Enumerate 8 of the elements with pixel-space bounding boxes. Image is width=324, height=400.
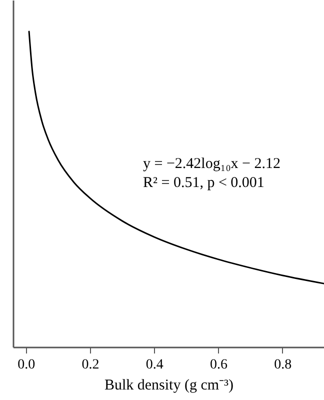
x-tick-label: 0.2 bbox=[82, 358, 100, 372]
x-axis-title: Bulk density (g cm⁻³) bbox=[104, 378, 234, 394]
x-tick-label: 0.0 bbox=[18, 358, 36, 372]
annotation: R² = 0.51, p < 0.001 bbox=[143, 175, 264, 191]
annotation: y = −2.42log₁₀x − 2.12 bbox=[143, 156, 281, 172]
x-tick-label: 0.4 bbox=[146, 358, 164, 372]
x-tick-label: 0.8 bbox=[274, 358, 292, 372]
x-tick-label: 0.6 bbox=[210, 358, 228, 372]
